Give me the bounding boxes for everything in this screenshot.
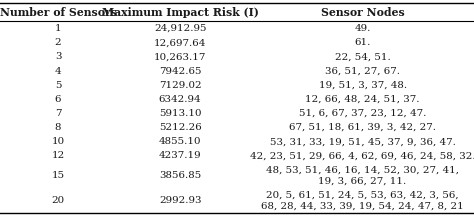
Text: 67, 51, 18, 61, 39, 3, 42, 27.: 67, 51, 18, 61, 39, 3, 42, 27. [289, 123, 436, 132]
Text: 51, 6, 67, 37, 23, 12, 47.: 51, 6, 67, 37, 23, 12, 47. [299, 109, 426, 118]
Text: 22, 54, 51.: 22, 54, 51. [335, 52, 391, 61]
Text: 10: 10 [52, 137, 64, 146]
Text: 3856.85: 3856.85 [159, 171, 201, 180]
Text: 5212.26: 5212.26 [159, 123, 201, 132]
Text: 12, 66, 48, 24, 51, 37.: 12, 66, 48, 24, 51, 37. [305, 95, 420, 104]
Text: 2: 2 [55, 38, 61, 47]
Text: 7942.65: 7942.65 [159, 67, 201, 76]
Text: 49.: 49. [355, 24, 371, 33]
Text: 6: 6 [55, 95, 61, 104]
Text: Maximum Impact Risk (I): Maximum Impact Risk (I) [102, 7, 258, 18]
Text: 20, 5, 61, 51, 24, 5, 53, 63, 42, 3, 56,
68, 28, 44, 33, 39, 19, 54, 24, 47, 8, : 20, 5, 61, 51, 24, 5, 53, 63, 42, 3, 56,… [261, 191, 464, 211]
Text: 48, 53, 51, 46, 16, 14, 52, 30, 27, 41,
19, 3, 66, 27, 11.: 48, 53, 51, 46, 16, 14, 52, 30, 27, 41, … [266, 165, 459, 186]
Text: 4855.10: 4855.10 [159, 137, 201, 146]
Text: Number of Sensors: Number of Sensors [0, 7, 117, 18]
Text: 8: 8 [55, 123, 61, 132]
Text: 1: 1 [55, 24, 61, 33]
Text: 5913.10: 5913.10 [159, 109, 201, 118]
Text: 15: 15 [52, 171, 64, 180]
Text: 10,263.17: 10,263.17 [154, 52, 206, 61]
Text: 12: 12 [52, 151, 64, 160]
Text: 20: 20 [52, 196, 64, 205]
Text: 3: 3 [55, 52, 61, 61]
Text: 12,697.64: 12,697.64 [154, 38, 206, 47]
Text: 53, 31, 33, 19, 51, 45, 37, 9, 36, 47.: 53, 31, 33, 19, 51, 45, 37, 9, 36, 47. [270, 137, 456, 146]
Text: 42, 23, 51, 29, 66, 4, 62, 69, 46, 24, 58, 32.: 42, 23, 51, 29, 66, 4, 62, 69, 46, 24, 5… [250, 151, 474, 160]
Text: 36, 51, 27, 67.: 36, 51, 27, 67. [325, 67, 400, 76]
Text: 4237.19: 4237.19 [159, 151, 201, 160]
Text: 5: 5 [55, 81, 61, 90]
Text: 4: 4 [55, 67, 61, 76]
Text: 7129.02: 7129.02 [159, 81, 201, 90]
Text: 2992.93: 2992.93 [159, 196, 201, 205]
Text: 19, 51, 3, 37, 48.: 19, 51, 3, 37, 48. [319, 81, 407, 90]
Text: 6342.94: 6342.94 [159, 95, 201, 104]
Text: 7: 7 [55, 109, 61, 118]
Text: 61.: 61. [355, 38, 371, 47]
Text: Sensor Nodes: Sensor Nodes [321, 7, 404, 18]
Text: 24,912.95: 24,912.95 [154, 24, 206, 33]
